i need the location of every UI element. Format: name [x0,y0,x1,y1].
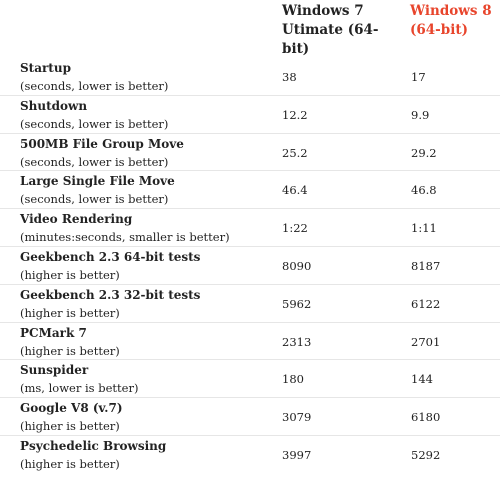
windows-7-value: 12.2 [282,107,308,122]
metric-note: (seconds, lower is better) [20,154,169,169]
metric-name: Shutdown [20,98,88,113]
windows-8-value: 46.8 [411,183,437,198]
metric-cell: Startup (seconds, lower is better) [20,59,276,95]
windows-8-value: 1:11 [411,221,437,236]
table-row: Psychedelic Browsing (higher is better) 39… [0,436,500,474]
metric-cell: 500MB File Group Move (seconds, lower is … [20,135,276,171]
windows-8-value: 5292 [411,447,441,462]
windows-7-value: 46.4 [282,183,308,198]
metric-note: (seconds, lower is better) [20,192,169,207]
metric-cell: Geekbench 2.3 32-bit tests (higher is bet… [20,286,276,322]
metric-name: 500MB File Group Move [20,136,184,151]
windows-8-value: 9.9 [411,107,430,122]
metric-note: (ms, lower is better) [20,381,139,396]
metric-cell: Shutdown (seconds, lower is better) [20,97,276,133]
windows-8-value: 6180 [411,410,441,425]
metric-cell: Psychedelic Browsing (higher is better) [20,437,276,473]
metric-note: (higher is better) [20,456,120,471]
metric-note: (seconds, lower is better) [20,116,169,131]
table-row: Large Single File Move (seconds, lower is… [0,171,500,210]
metric-name: Large Single File Move [20,174,175,189]
table-row: Google V8 (v.7) (higher is better) 3079 618… [0,398,500,436]
windows-7-value: 180 [282,372,304,387]
metric-cell: Large Single File Move (seconds, lower is… [20,172,276,208]
windows-7-value: 2313 [282,334,312,349]
metric-note: (higher is better) [20,343,120,358]
table-row: Startup (seconds, lower is better) 38 17 [0,58,500,96]
windows-7-value: 3997 [282,447,312,462]
windows-7-value: 3079 [282,410,312,425]
metric-cell: PCMark 7 (higher is better) [20,324,276,360]
windows-8-value: 144 [411,372,433,387]
metric-note: (minutes:seconds, smaller is better) [20,230,230,245]
windows-8-value: 8187 [411,258,441,273]
metric-name: Geekbench 2.3 32-bit tests [20,287,201,302]
metric-name: Google V8 (v.7) [20,401,123,416]
column-header-windows-8: Windows 8 (64-bit) [410,3,492,38]
metric-note: (higher is better) [20,419,120,434]
metric-name: Psychedelic Browsing [20,438,167,453]
column-header-windows-7: Windows 7 Utimate (64-bit) [282,3,379,57]
metric-name: Geekbench 2.3 64-bit tests [20,249,201,264]
metric-cell: Sunspider (ms, lower is better) [20,361,276,397]
table-row: Video Rendering (minutes:seconds, smaller… [0,209,500,247]
metric-cell: Geekbench 2.3 64-bit tests (higher is bet… [20,248,276,284]
metric-note: (seconds, lower is better) [20,79,169,93]
windows-7-value: 25.2 [282,145,308,160]
metric-name: Sunspider [20,363,89,378]
windows-7-value: 38 [282,70,297,84]
table-row: 500MB File Group Move (seconds, lower is … [0,134,500,172]
table-row: PCMark 7 (higher is better) 2313 2701 [0,323,500,361]
metric-name: Startup [20,61,71,75]
metric-name: Video Rendering [20,212,133,227]
table-row: Shutdown (seconds, lower is better) 12.2 9.… [0,96,500,134]
metric-cell: Video Rendering (minutes:seconds, smaller… [20,210,276,246]
windows-7-value: 5962 [282,296,312,311]
table-row: Sunspider (ms, lower is better) 180 144 [0,360,500,399]
windows-8-value: 29.2 [411,145,437,160]
windows-8-value: 17 [411,70,426,84]
table-row: Geekbench 2.3 32-bit tests (higher is bet… [0,285,500,323]
metric-note: (higher is better) [20,267,120,282]
table-row: Geekbench 2.3 64-bit tests (higher is bet… [0,247,500,285]
metric-cell: Google V8 (v.7) (higher is better) [20,399,276,435]
benchmark-rows: Startup (seconds, lower is better) 38 17 Shu… [0,58,500,474]
metric-note: (higher is better) [20,305,120,320]
windows-7-value: 1:22 [282,221,308,236]
windows-8-value: 2701 [411,334,441,349]
metric-name: PCMark 7 [20,325,87,340]
windows-8-value: 6122 [411,296,441,311]
windows-7-value: 8090 [282,258,312,273]
